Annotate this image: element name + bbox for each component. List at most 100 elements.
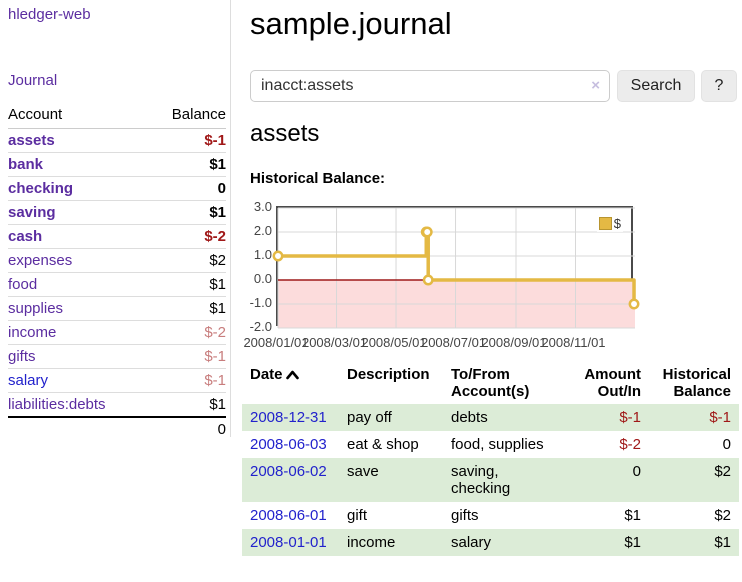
- register-header-amount: Amount Out/In: [584, 366, 641, 400]
- account-row-cash: cash $-2: [8, 224, 226, 249]
- accounts-header-row: Account Balance: [8, 103, 226, 129]
- account-link-cash[interactable]: cash: [8, 228, 43, 245]
- account-balance: 0: [148, 176, 226, 201]
- y-tick-label: 3.0: [253, 199, 272, 214]
- x-tick-label: 2008/03/01: [301, 335, 368, 350]
- transaction-amount: $-1: [619, 409, 641, 426]
- main-content: sample.journal × Search ? assets Histori…: [242, 0, 742, 582]
- app-title-link[interactable]: hledger-web: [8, 6, 91, 23]
- account-balance: $-1: [148, 368, 226, 393]
- accounts-table: Account Balance assets $-1 bank $1 check…: [8, 103, 226, 441]
- account-balance: $-1: [148, 344, 226, 369]
- register-row: 2008-06-01 gift gifts $1 $2: [242, 502, 739, 529]
- transaction-date-link[interactable]: 2008-06-01: [250, 507, 327, 524]
- account-balance: $1: [148, 296, 226, 321]
- register-table: Date Description To/From Account(s) Amou…: [242, 362, 739, 556]
- legend-label: $: [613, 216, 621, 231]
- accounts-total-value: 0: [148, 416, 226, 441]
- transaction-accounts: gifts: [451, 507, 479, 524]
- account-link-salary[interactable]: salary: [8, 372, 49, 389]
- account-balance: $1: [148, 200, 226, 225]
- account-link-liabilities-debts[interactable]: liabilities:debts: [8, 396, 106, 413]
- register-row: 2008-01-01 income salary $1 $1: [242, 529, 739, 556]
- clear-search-icon[interactable]: ×: [591, 77, 600, 94]
- transaction-accounts: salary: [451, 534, 492, 551]
- transaction-amount: $-2: [619, 436, 641, 453]
- account-row-assets: assets $-1: [8, 128, 226, 153]
- account-balance: $2: [148, 248, 226, 273]
- transaction-amount: 0: [632, 463, 641, 480]
- legend-swatch-icon: [598, 217, 612, 230]
- transaction-balance: 0: [722, 436, 731, 453]
- transaction-balance: $-1: [709, 409, 731, 426]
- transaction-balance: $2: [714, 463, 731, 480]
- transaction-description: income: [347, 534, 396, 551]
- x-tick-label: 2008/07/01: [420, 335, 487, 350]
- transaction-balance: $1: [714, 534, 731, 551]
- transaction-description: gift: [347, 507, 368, 524]
- transaction-description: save: [347, 463, 379, 480]
- register-header-description: Description: [347, 366, 430, 383]
- transaction-date-link[interactable]: 2008-06-03: [250, 436, 327, 453]
- accounts-total-row: 0: [8, 416, 226, 441]
- transaction-balance: $2: [714, 507, 731, 524]
- transaction-date-link[interactable]: 2008-01-01: [250, 534, 327, 551]
- transaction-description: pay off: [347, 409, 392, 426]
- register-header-accounts: To/From Account(s): [451, 366, 530, 400]
- account-link-assets[interactable]: assets: [8, 132, 55, 149]
- sort-ascending-icon: [285, 367, 299, 384]
- register-header-row: Date Description To/From Account(s) Amou…: [242, 362, 739, 404]
- search-input[interactable]: [251, 71, 609, 101]
- account-link-gifts[interactable]: gifts: [8, 348, 36, 365]
- sidebar-item-journal[interactable]: Journal: [8, 72, 58, 89]
- account-row-food: food $1: [8, 272, 226, 297]
- account-link-supplies[interactable]: supplies: [8, 300, 64, 317]
- account-link-bank[interactable]: bank: [8, 156, 44, 173]
- account-row-bank: bank $1: [8, 152, 226, 177]
- account-link-checking[interactable]: checking: [8, 180, 74, 197]
- x-tick-label: 2008/05/01: [361, 335, 427, 350]
- account-balance: $1: [148, 272, 226, 297]
- account-balance: $-2: [148, 320, 226, 345]
- page-title: sample.journal: [250, 6, 452, 41]
- account-row-salary: salary $-1: [8, 368, 226, 393]
- account-row-gifts: gifts $-1: [8, 344, 226, 369]
- register-header-date[interactable]: Date: [242, 362, 339, 404]
- account-row-expenses: expenses $2: [8, 248, 226, 273]
- transaction-amount: $1: [624, 507, 641, 524]
- historical-balance-chart[interactable]: $: [272, 206, 640, 329]
- x-tick-label: 2008/09/01: [481, 335, 547, 350]
- accounts-header-account: Account: [8, 103, 149, 129]
- register-row: 2008-06-02 save saving, checking 0 $2: [242, 458, 739, 502]
- transaction-accounts: saving, checking: [451, 463, 511, 497]
- account-row-liabilities-debts: liabilities:debts $1: [8, 392, 226, 418]
- account-link-saving[interactable]: saving: [8, 204, 56, 221]
- transaction-accounts: food, supplies: [451, 436, 544, 453]
- y-tick-label: 2.0: [253, 223, 272, 238]
- x-tick-label: 2008/01/01: [243, 335, 309, 350]
- account-row-saving: saving $1: [8, 200, 226, 225]
- transaction-date-link[interactable]: 2008-06-02: [250, 463, 327, 480]
- account-row-checking: checking 0: [8, 176, 226, 201]
- transaction-amount: $1: [624, 534, 641, 551]
- search-box: ×: [250, 70, 610, 102]
- chart-section-label: Historical Balance:: [250, 170, 386, 187]
- account-link-income[interactable]: income: [8, 324, 57, 341]
- account-link-food[interactable]: food: [8, 276, 38, 293]
- transaction-description: eat & shop: [347, 436, 419, 453]
- y-tick-label: 0.0: [253, 271, 272, 286]
- help-button[interactable]: ?: [701, 70, 737, 102]
- y-tick-label: -1.0: [249, 295, 272, 310]
- chart-canvas: [272, 207, 640, 329]
- register-row: 2008-06-03 eat & shop food, supplies $-2…: [242, 431, 739, 458]
- register-header-balance: Historical Balance: [662, 366, 731, 400]
- chart-legend: $: [596, 215, 623, 232]
- search-row: × Search ?: [242, 70, 742, 102]
- sidebar: hledger-web Journal Account Balance asse…: [0, 0, 231, 441]
- transaction-date-link[interactable]: 2008-12-31: [250, 409, 327, 426]
- account-balance: $1: [148, 392, 226, 418]
- account-link-expenses[interactable]: expenses: [8, 252, 73, 269]
- search-button[interactable]: Search: [617, 70, 695, 102]
- y-tick-label: 1.0: [253, 247, 272, 262]
